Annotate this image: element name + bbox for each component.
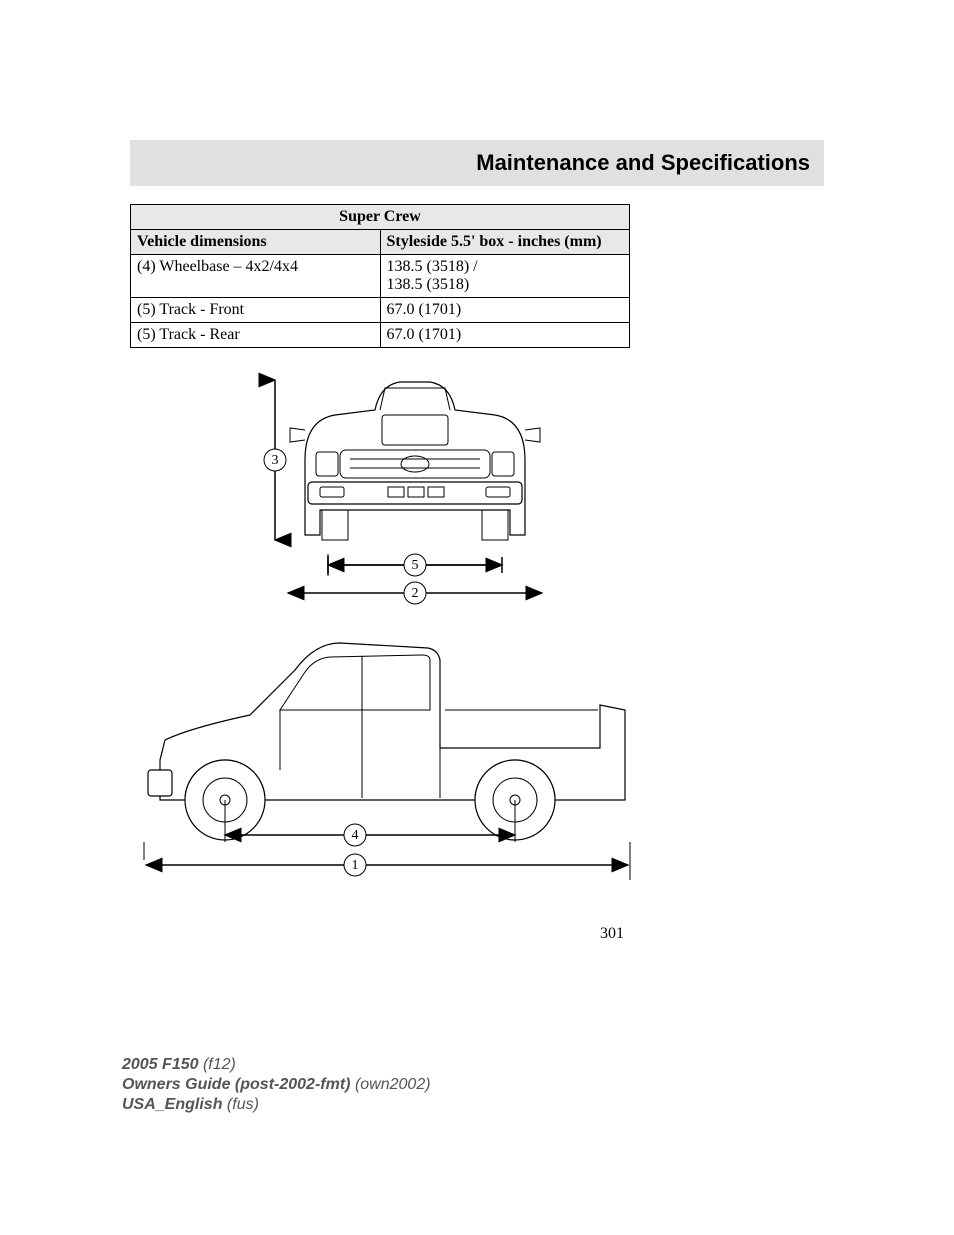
- table-row: (5) Track - Rear 67.0 (1701): [131, 323, 630, 348]
- footer-code-1: (f12): [203, 1056, 236, 1073]
- diagram-svg: 3 5 2: [130, 360, 640, 900]
- page-number: 301: [600, 925, 624, 943]
- table-row: (4) Wheelbase – 4x2/4x4 138.5 (3518) / 1…: [131, 255, 630, 298]
- dim-label-2: 2: [412, 586, 419, 601]
- dim-label: (4) Wheelbase – 4x2/4x4: [131, 255, 381, 298]
- dim-label-1: 1: [352, 858, 359, 873]
- table-col-left-header: Vehicle dimensions: [131, 230, 381, 255]
- footer-line-1: 2005 F150 (f12): [122, 1055, 431, 1075]
- dim-value: 67.0 (1701): [380, 298, 630, 323]
- footer-model: 2005 F150: [122, 1056, 199, 1073]
- section-header-bar: Maintenance and Specifications: [130, 140, 824, 186]
- table-col-right-header: Styleside 5.5' box - inches (mm): [380, 230, 630, 255]
- dim-label: (5) Track - Rear: [131, 323, 381, 348]
- dim-value: 67.0 (1701): [380, 323, 630, 348]
- dim-label-5: 5: [412, 558, 419, 573]
- footer-code-2: (own2002): [355, 1076, 431, 1093]
- table-title: Super Crew: [131, 205, 630, 230]
- dim-label-4: 4: [352, 828, 359, 843]
- dim-value: 138.5 (3518) / 138.5 (3518): [380, 255, 630, 298]
- footer-lang: USA_English: [122, 1096, 222, 1113]
- truck-side-icon: [144, 643, 630, 880]
- footer-line-3: USA_English (fus): [122, 1095, 431, 1115]
- dimensions-table: Super Crew Vehicle dimensions Styleside …: [130, 204, 630, 348]
- section-title: Maintenance and Specifications: [476, 150, 810, 175]
- footer-line-2: Owners Guide (post-2002-fmt) (own2002): [122, 1075, 431, 1095]
- table-header-row: Vehicle dimensions Styleside 5.5' box - …: [131, 230, 630, 255]
- truck-front-icon: [290, 382, 540, 540]
- table-row: (5) Track - Front 67.0 (1701): [131, 298, 630, 323]
- footer-code-3: (fus): [227, 1096, 259, 1113]
- dim-label: (5) Track - Front: [131, 298, 381, 323]
- footer-guide: Owners Guide (post-2002-fmt): [122, 1076, 350, 1093]
- footer: 2005 F150 (f12) Owners Guide (post-2002-…: [122, 1055, 431, 1115]
- page: Maintenance and Specifications Super Cre…: [0, 0, 954, 1235]
- table-title-row: Super Crew: [131, 205, 630, 230]
- vehicle-diagram: 3 5 2: [130, 360, 640, 900]
- dim-label-3: 3: [272, 453, 279, 468]
